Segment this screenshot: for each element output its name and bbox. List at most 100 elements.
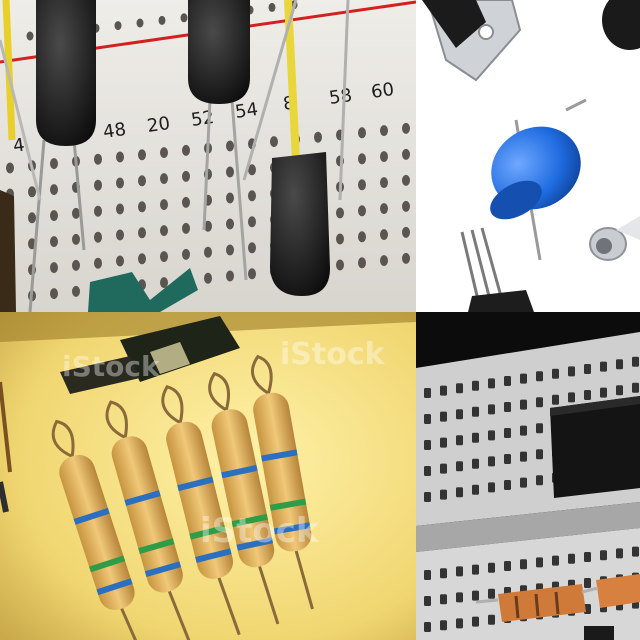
resistor-body [111, 436, 183, 593]
breadboard-hole [182, 248, 190, 260]
breadboard-hole [182, 170, 190, 182]
breadboard-hole [424, 570, 431, 580]
breadboard-hole [116, 151, 124, 163]
component-label [150, 342, 190, 374]
breadboard-hole [180, 13, 188, 23]
component-lead [28, 139, 46, 312]
breadboard-hole [160, 173, 168, 185]
resistor [250, 354, 314, 610]
breadboard-hole [380, 203, 388, 215]
breadboard-hole [584, 578, 591, 588]
breadboard-hole [380, 125, 388, 137]
breadboard-hole [114, 21, 122, 31]
led-lead [565, 98, 587, 112]
breadboard-hole [358, 257, 366, 269]
breadboard-hole [136, 18, 144, 28]
breadboard-hole [520, 399, 527, 410]
resistor-lead [250, 354, 314, 610]
breadboard-hole [600, 361, 607, 372]
breadboard-hole [160, 277, 168, 289]
breadboard-hole [50, 236, 58, 248]
breadboard-hole [50, 184, 58, 196]
breadboard-channel [416, 502, 640, 552]
watermark-text: iStock [62, 350, 161, 383]
resistor [208, 371, 280, 625]
regulator-body [422, 0, 486, 48]
breadboard-hole [248, 190, 256, 202]
resistor-band [195, 548, 232, 563]
breadboard-hole [116, 177, 124, 189]
breadboard-hole [472, 380, 479, 391]
resistor-body [166, 421, 234, 579]
resistor [51, 419, 148, 640]
breadboard-hole [314, 131, 322, 143]
breadboard-hole [158, 15, 166, 25]
resistor-band [514, 595, 520, 619]
breadboard-hole [552, 555, 559, 566]
breadboard-hole [472, 616, 479, 627]
breadboard-hole [402, 252, 410, 264]
resistor-body [253, 392, 312, 552]
breadboard-hole [50, 158, 58, 170]
breadboard-hole [472, 432, 479, 443]
breadboard-hole [440, 411, 447, 422]
mounting-hole [478, 24, 494, 40]
breadboard-hole [520, 477, 527, 488]
resistor-band [189, 525, 226, 540]
column-number: 4 [12, 135, 26, 157]
breadboard-hole [358, 153, 366, 165]
resistor-band [236, 537, 274, 551]
column-number: 48 [102, 119, 128, 143]
breadboard-hole [358, 205, 366, 217]
column-number: 54 [234, 99, 260, 123]
breadboard-hole [226, 192, 234, 204]
breadboard-hole [472, 564, 479, 575]
resistor-group [51, 354, 314, 640]
teal-wire [88, 268, 198, 312]
breadboard-hole [26, 31, 34, 41]
column-number: 60 [370, 79, 396, 103]
transistor-body [468, 290, 534, 312]
resistor-body [211, 409, 275, 568]
transistor-lead [480, 227, 504, 301]
resistor-band [534, 593, 540, 617]
breadboard-hole [504, 376, 511, 386]
breadboard-hole [204, 220, 212, 232]
breadboard-hole [520, 373, 527, 384]
black-transistor [270, 152, 330, 296]
silver-component-edge [616, 216, 640, 240]
breadboard-hole [488, 404, 495, 415]
resistor-band [96, 578, 133, 596]
resistor-lead [51, 419, 148, 640]
breadboard-hole [72, 259, 80, 271]
resistors-yellow-photo: iStock iStock iStock [0, 312, 416, 640]
components-white-photo [416, 0, 640, 312]
resistor-band [89, 555, 126, 573]
breadboard-hole [632, 356, 639, 367]
breadboard-hole [268, 2, 276, 12]
breadboard-hole [226, 140, 234, 152]
breadboard-hole [488, 456, 495, 467]
breadboard-hole [536, 475, 543, 486]
resistor [105, 400, 193, 640]
breadboard-hole [28, 186, 36, 198]
breadboard-hole [72, 233, 80, 245]
resistor-band [221, 464, 258, 479]
breadboard-hole [138, 201, 146, 213]
resistors-yellow-scene: iStock iStock iStock [0, 312, 416, 640]
breadboard-hole [488, 562, 495, 573]
column-number: 58 [328, 85, 354, 109]
resistor [161, 385, 241, 636]
breadboard-hole [632, 546, 639, 557]
breadboard-hole [504, 480, 511, 490]
wire [0, 381, 12, 473]
orange-resistor [498, 584, 586, 622]
black-component [60, 356, 140, 394]
breadboard-hole [94, 153, 102, 165]
breadboard-hole [50, 288, 58, 300]
breadboard-hole [584, 364, 591, 374]
breadboard-hole [160, 251, 168, 263]
breadboard-hole [520, 559, 527, 570]
resistor-band [261, 449, 298, 462]
component-lead [202, 99, 212, 231]
